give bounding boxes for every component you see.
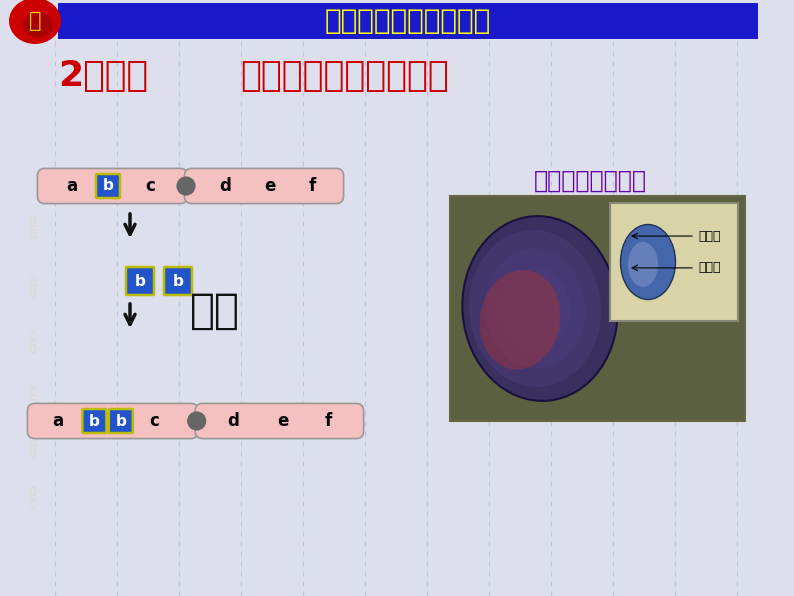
FancyBboxPatch shape: [28, 403, 198, 439]
Ellipse shape: [628, 242, 658, 287]
Text: b: b: [172, 274, 183, 288]
Text: 棒状眼: 棒状眼: [698, 262, 720, 274]
Text: a: a: [52, 412, 64, 430]
Text: 祥: 祥: [29, 330, 35, 340]
Text: 染色体中增加某一片段: 染色体中增加某一片段: [240, 59, 449, 93]
Ellipse shape: [469, 230, 601, 387]
Text: 果蝇棒状眼的形成: 果蝇棒状眼的形成: [534, 169, 646, 193]
FancyBboxPatch shape: [83, 409, 106, 433]
Ellipse shape: [620, 225, 676, 300]
Text: c: c: [145, 177, 155, 195]
Circle shape: [187, 411, 206, 430]
Text: b: b: [115, 414, 126, 429]
FancyBboxPatch shape: [184, 169, 344, 204]
Ellipse shape: [462, 216, 618, 401]
FancyBboxPatch shape: [96, 174, 120, 198]
Ellipse shape: [484, 249, 585, 368]
Bar: [450, 196, 745, 421]
Text: f: f: [325, 412, 333, 430]
Text: 祥: 祥: [29, 497, 35, 507]
Text: 祥: 祥: [29, 227, 35, 237]
Text: e: e: [264, 177, 276, 195]
Ellipse shape: [23, 12, 53, 38]
Bar: [58, 3, 758, 39]
FancyBboxPatch shape: [109, 409, 133, 433]
Text: e: e: [277, 412, 288, 430]
Text: 祥: 祥: [29, 397, 35, 407]
Text: 祥: 祥: [29, 485, 35, 495]
Text: 祥: 祥: [29, 447, 35, 457]
Text: 祥: 祥: [29, 342, 35, 352]
Text: b: b: [102, 178, 114, 194]
Text: 染色体结构的变异种类: 染色体结构的变异种类: [325, 7, 491, 35]
FancyBboxPatch shape: [37, 169, 187, 204]
Text: 2、重复: 2、重复: [58, 59, 148, 93]
Text: d: d: [227, 412, 239, 430]
Text: f: f: [308, 177, 316, 195]
Text: a: a: [67, 177, 78, 195]
FancyBboxPatch shape: [195, 403, 364, 439]
Text: 祥: 祥: [29, 215, 35, 225]
Bar: [610, 203, 738, 321]
Ellipse shape: [500, 267, 570, 350]
Text: 祥: 祥: [29, 435, 35, 445]
Ellipse shape: [480, 270, 561, 370]
FancyBboxPatch shape: [164, 267, 192, 295]
Text: 祥: 祥: [29, 287, 35, 297]
Text: b: b: [134, 274, 145, 288]
Text: c: c: [148, 412, 159, 430]
Ellipse shape: [9, 0, 61, 44]
Text: 祥: 祥: [29, 385, 35, 395]
FancyBboxPatch shape: [126, 267, 154, 295]
Text: 一: 一: [29, 11, 41, 31]
Text: b: b: [89, 414, 100, 429]
Text: 祥: 祥: [29, 275, 35, 285]
Circle shape: [176, 176, 195, 195]
Text: 正常眼: 正常眼: [698, 229, 720, 243]
Text: d: d: [219, 177, 231, 195]
Text: 重复: 重复: [190, 290, 240, 332]
